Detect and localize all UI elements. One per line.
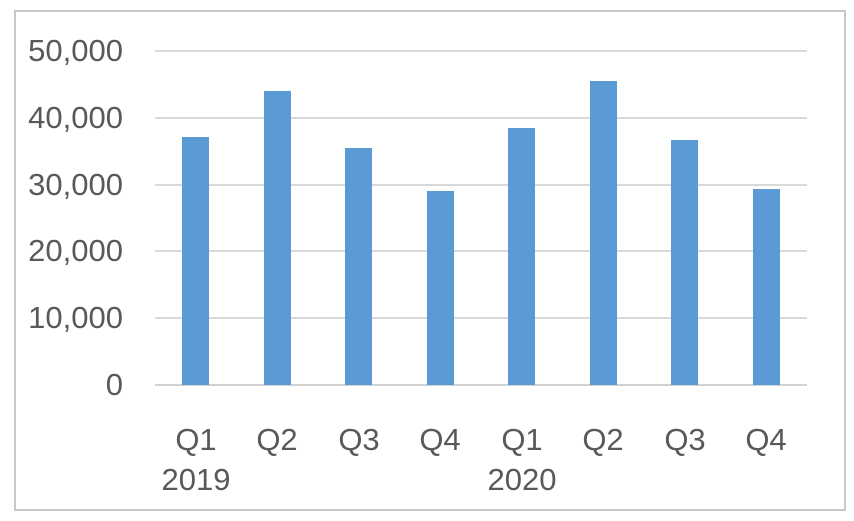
y-tick-label: 0 — [105, 367, 123, 402]
y-tick-label: 50,000 — [28, 33, 123, 68]
bar-Q3-2020 — [671, 140, 698, 385]
bar-Q4-2020 — [753, 189, 780, 385]
y-tick-label: 30,000 — [28, 167, 123, 202]
x-tick-label: Q3 — [664, 422, 706, 457]
x-tick-label: Q1 — [501, 422, 543, 457]
x-tick-label: Q1 — [175, 422, 217, 457]
gridline — [155, 117, 807, 119]
bar-Q3-2019 — [345, 148, 372, 385]
gridline — [155, 50, 807, 52]
bar-Q4-2019 — [427, 191, 454, 385]
gridline — [155, 317, 807, 319]
gridline — [155, 250, 807, 252]
x-tick-label: Q2 — [582, 422, 624, 457]
x-tick-label: Q4 — [745, 422, 787, 457]
y-tick-label: 20,000 — [28, 233, 123, 268]
bar-Q2-2019 — [264, 91, 291, 385]
bar-Q1-2020 — [508, 128, 535, 385]
bar-Q2-2020 — [590, 81, 617, 385]
gridline — [155, 184, 807, 186]
x-tick-label: Q2 — [256, 422, 298, 457]
x-tick-label: Q4 — [419, 422, 461, 457]
x-tick-label: Q3 — [338, 422, 380, 457]
year-label: 2020 — [487, 462, 557, 497]
plot-area — [155, 50, 807, 386]
x-axis-line — [155, 384, 807, 386]
bar-Q1-2019 — [182, 137, 209, 385]
y-tick-label: 10,000 — [28, 300, 123, 335]
year-label: 2019 — [161, 462, 231, 497]
y-tick-label: 40,000 — [28, 100, 123, 135]
